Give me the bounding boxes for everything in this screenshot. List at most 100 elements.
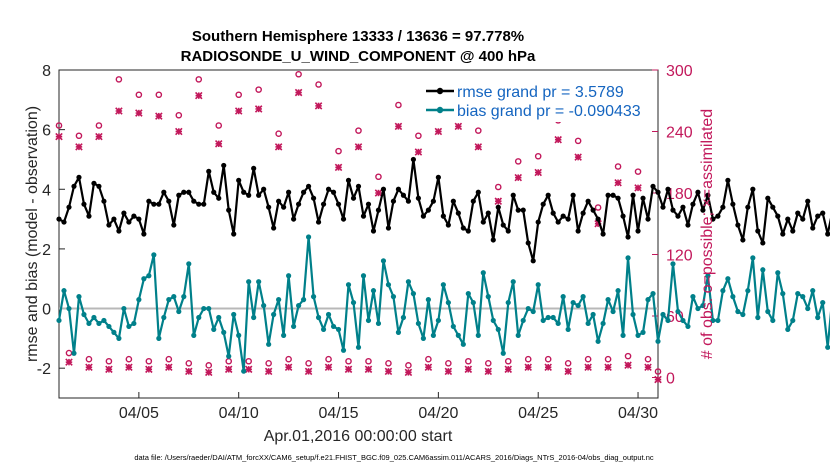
data-point-rmse bbox=[510, 192, 516, 198]
data-point-rmse bbox=[730, 201, 736, 207]
data-point-bias bbox=[600, 320, 606, 327]
legend-marker-bias bbox=[436, 106, 444, 114]
data-point-bias bbox=[585, 320, 591, 327]
legend: rmse grand pr = 3.5789 bias grand pr = -… bbox=[424, 80, 656, 122]
data-point-bias bbox=[131, 320, 137, 327]
data-point-bias bbox=[360, 273, 367, 279]
data-point-rmse bbox=[470, 198, 476, 204]
obs-assimilated-marker bbox=[464, 365, 473, 374]
data-point-rmse bbox=[91, 180, 97, 186]
obs-possible-marker bbox=[544, 355, 552, 363]
data-point-bias bbox=[201, 305, 207, 312]
obs-assimilated-marker bbox=[374, 189, 383, 197]
data-point-rmse bbox=[655, 189, 661, 195]
data-point-rmse bbox=[106, 222, 112, 228]
obs-possible-marker bbox=[125, 355, 133, 363]
obs-assimilated-marker bbox=[504, 365, 513, 374]
obs-assimilated-marker bbox=[115, 107, 123, 115]
data-point-bias bbox=[420, 335, 426, 341]
obs-assimilated-marker bbox=[274, 143, 283, 151]
obs-assimilated-marker bbox=[304, 367, 313, 376]
data-point-bias bbox=[785, 326, 791, 333]
data-point-bias bbox=[86, 320, 92, 327]
obs-possible-marker bbox=[155, 91, 163, 99]
data-point-rmse bbox=[480, 219, 486, 225]
obs-assimilated-marker bbox=[105, 365, 113, 374]
obs-possible-marker bbox=[195, 76, 203, 83]
data-point-bias bbox=[580, 294, 586, 300]
obs-possible-marker bbox=[654, 368, 662, 375]
data-point-bias bbox=[340, 347, 347, 353]
data-point-bias bbox=[156, 335, 162, 341]
data-point-rmse bbox=[71, 183, 77, 189]
obs-possible-marker bbox=[55, 122, 63, 129]
data-point-rmse bbox=[490, 237, 496, 243]
data-point-bias bbox=[635, 332, 641, 338]
obs-assimilated-marker bbox=[85, 363, 93, 372]
data-point-rmse bbox=[325, 186, 332, 192]
data-point-bias bbox=[246, 279, 252, 285]
data-point-bias bbox=[251, 314, 257, 321]
data-point-bias bbox=[790, 317, 796, 324]
data-point-rmse bbox=[570, 192, 576, 198]
data-point-rmse bbox=[465, 228, 471, 234]
data-point-bias bbox=[136, 297, 142, 303]
data-point-bias bbox=[565, 326, 571, 333]
data-point-rmse bbox=[211, 189, 217, 195]
data-point-rmse bbox=[605, 192, 611, 198]
data-point-bias bbox=[690, 294, 696, 300]
obs-possible-marker bbox=[325, 355, 332, 363]
obs-assimilated-marker bbox=[644, 363, 652, 372]
data-point-rmse bbox=[600, 231, 606, 237]
data-point-bias bbox=[815, 314, 821, 321]
data-point-rmse bbox=[810, 225, 816, 231]
obs-possible-marker bbox=[85, 355, 93, 363]
x-tick-label: 04/20 bbox=[418, 405, 458, 422]
data-point-bias bbox=[191, 332, 197, 338]
data-point-rmse bbox=[415, 195, 421, 201]
data-point-rmse bbox=[575, 228, 581, 234]
obs-possible-marker bbox=[614, 163, 622, 170]
data-point-rmse bbox=[231, 231, 237, 237]
data-point-rmse bbox=[820, 210, 826, 216]
data-point-bias bbox=[380, 258, 387, 264]
data-point-rmse bbox=[755, 228, 761, 234]
obs-possible-marker bbox=[145, 357, 153, 365]
obs-possible-marker bbox=[465, 357, 472, 365]
obs-assimilated-marker bbox=[234, 107, 243, 115]
obs-assimilated-marker bbox=[654, 375, 662, 384]
data-point-rmse bbox=[560, 213, 566, 219]
x-tick-label: 04/05 bbox=[119, 405, 159, 422]
data-point-rmse bbox=[310, 195, 317, 201]
data-point-rmse bbox=[495, 204, 501, 210]
obs-assimilated-marker bbox=[634, 184, 642, 192]
data-point-bias bbox=[725, 276, 731, 282]
chart-title-line2: RADIOSONDE_U_WIND_COMPONENT @ 400 hPa bbox=[181, 48, 536, 65]
data-point-bias bbox=[480, 270, 486, 276]
data-point-rmse bbox=[315, 219, 322, 225]
data-point-rmse bbox=[745, 204, 751, 210]
y-left-tick-label: 2 bbox=[42, 242, 51, 259]
data-point-rmse bbox=[385, 225, 392, 231]
data-point-bias bbox=[390, 294, 397, 300]
data-point-rmse bbox=[136, 216, 142, 222]
data-point-bias bbox=[515, 332, 521, 338]
x-tick-label: 04/15 bbox=[319, 405, 359, 422]
obs-assimilated-marker bbox=[254, 105, 263, 113]
obs-possible-marker bbox=[624, 352, 632, 360]
data-point-bias bbox=[385, 282, 392, 288]
data-point-bias bbox=[221, 329, 227, 335]
data-point-bias bbox=[410, 291, 417, 297]
axis-ticks: 04/05 04/10 04/15 04/20 04/25 04/30-202468060… bbox=[37, 63, 693, 422]
obs-possible-marker bbox=[385, 359, 392, 367]
data-point-rmse bbox=[645, 216, 651, 222]
data-point-rmse bbox=[430, 198, 436, 204]
data-point-rmse bbox=[610, 192, 616, 198]
data-point-bias bbox=[126, 323, 132, 330]
obs-possible-marker bbox=[215, 122, 223, 129]
data-point-rmse bbox=[565, 216, 571, 222]
obs-assimilated-marker bbox=[175, 127, 183, 136]
data-point-bias bbox=[151, 252, 157, 258]
obs-possible-marker bbox=[335, 147, 342, 155]
data-point-rmse bbox=[261, 186, 267, 192]
